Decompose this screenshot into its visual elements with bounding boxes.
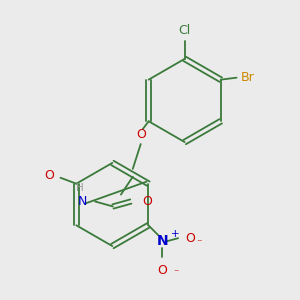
Text: N: N [78,195,87,208]
Text: O: O [136,128,146,141]
Text: Cl: Cl [178,24,191,37]
Text: +: + [171,229,180,239]
Text: H: H [76,183,83,193]
Text: O: O [45,169,55,182]
Text: ⁻: ⁻ [196,238,201,248]
Text: ⁻: ⁻ [173,268,179,278]
Text: Br: Br [241,71,254,84]
Text: N: N [156,234,168,248]
Text: O: O [185,232,195,245]
Text: O: O [143,195,153,208]
Text: O: O [157,264,167,277]
